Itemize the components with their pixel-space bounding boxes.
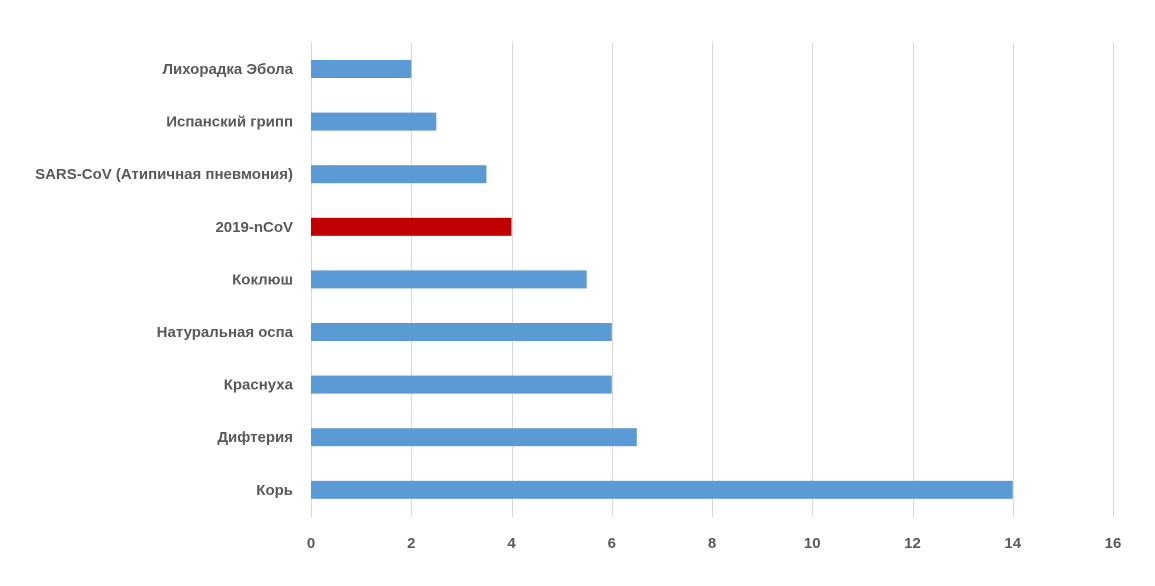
x-tick-label: 10 [804,535,821,552]
bar [311,270,587,289]
bar [311,112,437,131]
x-tick-label: 12 [904,535,921,552]
category-label: Коклюш [232,271,293,288]
category-label: Дифтерия [217,429,293,446]
x-tick-label: 16 [1105,535,1122,552]
bar [311,428,637,447]
bar [311,323,612,341]
bars [311,60,1013,499]
bar [311,480,1013,499]
bar [311,60,412,78]
x-tick-label: 14 [1004,535,1021,552]
category-labels: Лихорадка Эбола Испанский грипп SARS-CoV (… [35,61,294,499]
bar [311,165,487,184]
category-label: 2019-nCoV [215,219,293,236]
bar [311,375,612,394]
category-label: Натуральная оспа [157,324,294,341]
x-tick-label: 4 [507,535,516,552]
x-tick-label: 8 [708,535,716,552]
category-label: Краснуха [224,377,294,394]
x-axis-tick-labels: 0 2 4 6 8 10 12 14 16 [307,535,1122,552]
x-tick-label: 2 [407,535,415,552]
category-label: Испанский грипп [166,114,293,131]
category-label: SARS-CoV (Атипичная пневмония) [35,166,293,183]
category-label: Лихорадка Эбола [162,61,293,78]
bar-highlighted [311,217,512,236]
category-label: Корь [256,482,293,499]
x-tick-label: 0 [307,535,315,552]
x-tick-label: 6 [608,535,616,552]
